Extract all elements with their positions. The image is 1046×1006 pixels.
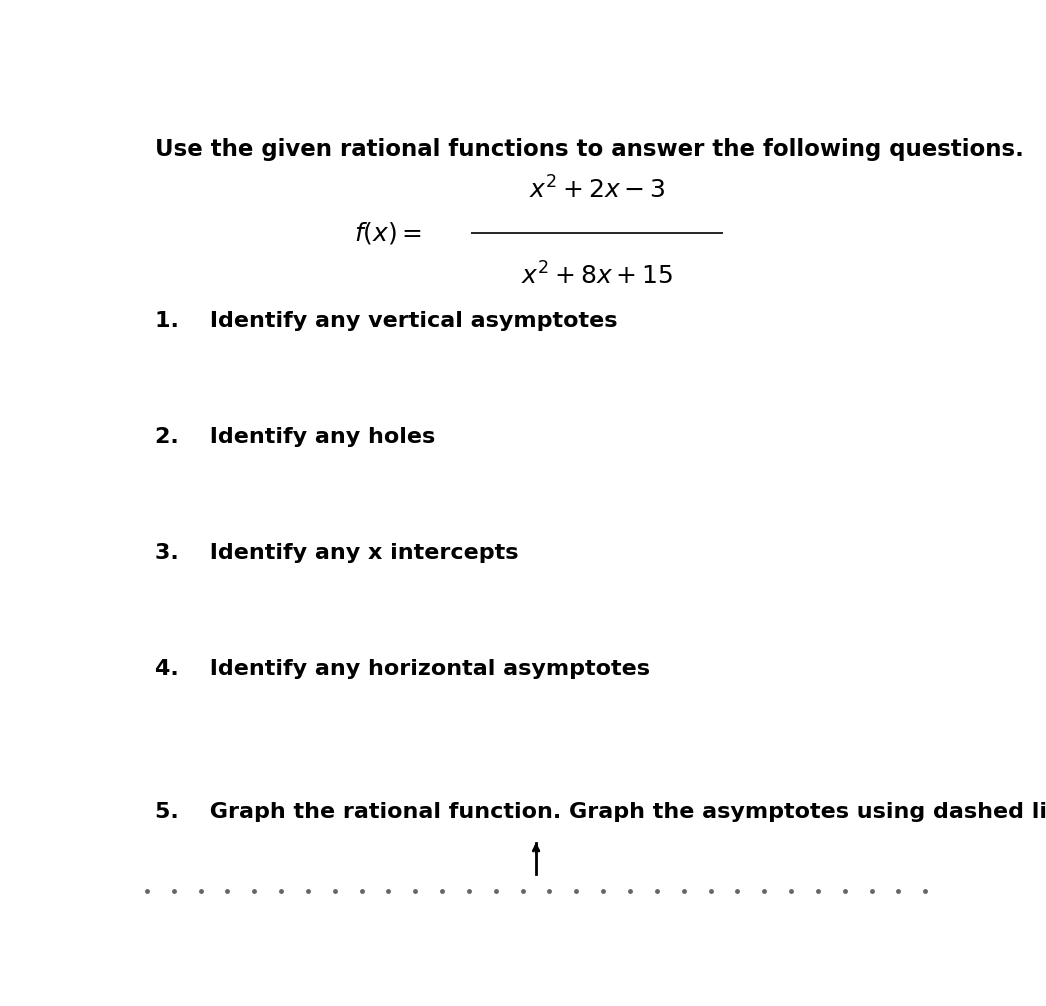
Text: 2.    Identify any holes: 2. Identify any holes (155, 427, 435, 447)
Text: 1.    Identify any vertical asymptotes: 1. Identify any vertical asymptotes (155, 311, 617, 331)
Text: Use the given rational functions to answer the following questions.: Use the given rational functions to answ… (155, 138, 1024, 161)
Text: 4.    Identify any horizontal asymptotes: 4. Identify any horizontal asymptotes (155, 659, 650, 679)
Text: $x^2 + 8x + 15$: $x^2 + 8x + 15$ (521, 263, 673, 290)
Text: 3.    Identify any x intercepts: 3. Identify any x intercepts (155, 543, 519, 563)
Text: 5.    Graph the rational function. Graph the asymptotes using dashed lines.: 5. Graph the rational function. Graph th… (155, 803, 1046, 822)
Text: $x^2 + 2x - 3$: $x^2 + 2x - 3$ (528, 176, 665, 203)
Text: $f(x) =$: $f(x) =$ (355, 220, 423, 246)
